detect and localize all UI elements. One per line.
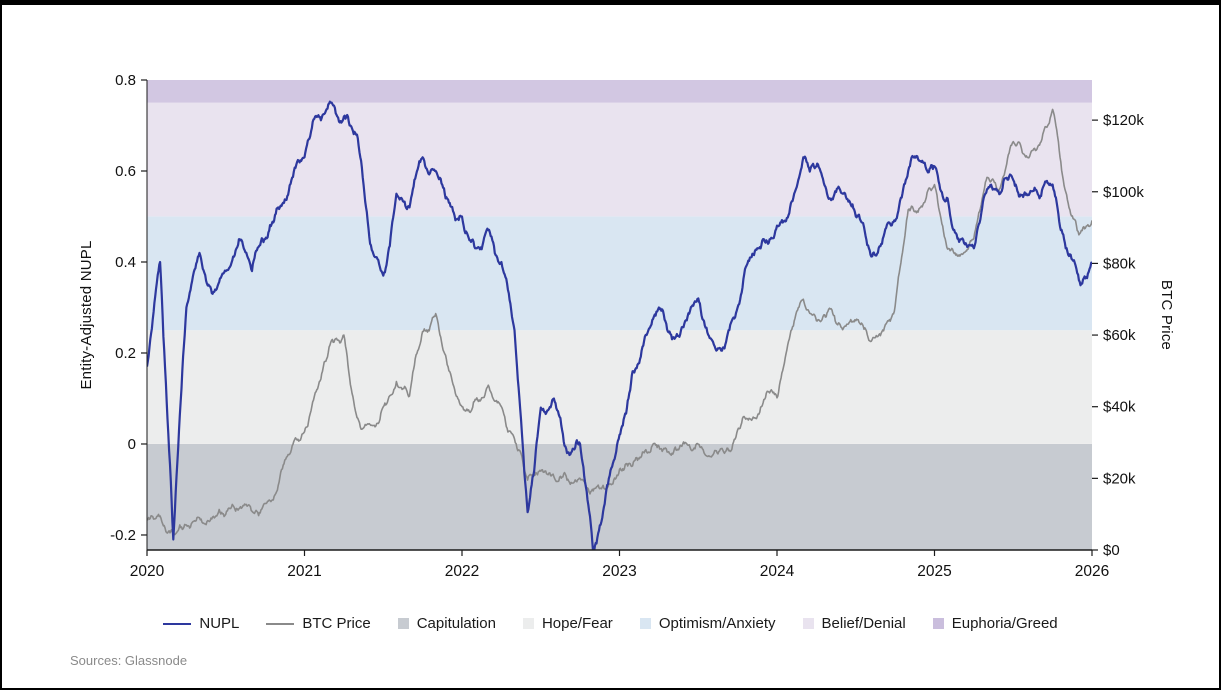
band-euphoria-greed bbox=[147, 80, 1092, 103]
left-axis-tick-label: -0.2 bbox=[110, 527, 136, 544]
band-capitulation bbox=[147, 444, 1092, 550]
right-axis-title: BTC Price bbox=[1158, 279, 1175, 351]
btc-price-line bbox=[147, 108, 1092, 536]
x-axis-tick-label: 2020 bbox=[130, 563, 165, 580]
right-axis-tick-label: $80k bbox=[1103, 255, 1136, 272]
chart-plot-area: 0.8 0.6 0.4 0.2 0 -0.2 $120k $100k $80k $60k $40k $… bbox=[110, 72, 1144, 580]
left-axis-tick-label: 0 bbox=[128, 436, 136, 453]
source-note: Sources: Glassnode bbox=[70, 653, 188, 668]
legend-item-capitulation: Capitulation bbox=[397, 615, 496, 632]
x-axis-tick-label: 2023 bbox=[602, 563, 636, 580]
left-axis-title: Entity-Adjusted NUPL bbox=[78, 240, 95, 390]
legend-label-hope-fear: Hope/Fear bbox=[541, 615, 613, 632]
legend-label-euphoria-greed: Euphoria/Greed bbox=[951, 615, 1058, 632]
x-axis-tick-label: 2021 bbox=[287, 563, 321, 580]
right-axis-tick-label: $120k bbox=[1103, 112, 1144, 129]
nupl-line bbox=[147, 100, 1092, 550]
legend-item-belief-denial: Belief/Denial bbox=[802, 615, 906, 632]
legend-item-optimism-anxiety: Optimism/Anxiety bbox=[639, 615, 776, 632]
right-axis-tick-label: $100k bbox=[1103, 184, 1144, 201]
legend-swatch-capitulation bbox=[397, 618, 409, 629]
legend-label-btc-price: BTC Price bbox=[302, 615, 371, 632]
legend-line-sample-btc-price bbox=[266, 622, 295, 625]
legend-label-optimism-anxiety: Optimism/Anxiety bbox=[658, 615, 776, 632]
legend-label-nupl: NUPL bbox=[199, 615, 240, 632]
right-axis-tick-label: $60k bbox=[1103, 327, 1136, 344]
legend-swatch-belief-denial bbox=[802, 618, 814, 629]
band-hope-fear bbox=[147, 330, 1092, 444]
x-axis-tick-label: 2025 bbox=[917, 563, 951, 580]
x-axis-tick-label: 2026 bbox=[1075, 563, 1109, 580]
band-belief-denial bbox=[147, 102, 1092, 217]
x-axis-tick-label: 2022 bbox=[445, 563, 479, 580]
legend-item-euphoria-greed: Euphoria/Greed bbox=[932, 615, 1058, 632]
left-axis-tick-label: 0.6 bbox=[115, 163, 136, 180]
legend-line-sample-nupl bbox=[163, 622, 192, 625]
right-axis-tick-label: $40k bbox=[1103, 399, 1136, 416]
legend-item-nupl: NUPL bbox=[163, 615, 239, 632]
band-optimism-anxiety bbox=[147, 216, 1092, 331]
right-axis-tick-label: $20k bbox=[1103, 470, 1136, 487]
legend-item-btc-price: BTC Price bbox=[266, 615, 371, 632]
legend-item-hope-fear: Hope/Fear bbox=[522, 615, 613, 632]
legend-swatch-euphoria-greed bbox=[932, 618, 944, 629]
legend-swatch-hope-fear bbox=[522, 618, 534, 629]
left-axis-tick-label: 0.4 bbox=[115, 254, 136, 271]
chart-legend: NUPL BTC Price Capitulation Hope/Fear Optimi… bbox=[2, 615, 1219, 632]
left-axis-tick-label: 0.8 bbox=[115, 72, 136, 89]
legend-label-belief-denial: Belief/Denial bbox=[821, 615, 906, 632]
right-axis-tick-label: $0 bbox=[1103, 542, 1120, 559]
x-axis-tick-label: 2024 bbox=[760, 563, 795, 580]
legend-label-capitulation: Capitulation bbox=[416, 615, 496, 632]
legend-swatch-optimism-anxiety bbox=[639, 618, 651, 629]
left-axis-tick-label: 0.2 bbox=[115, 345, 136, 362]
